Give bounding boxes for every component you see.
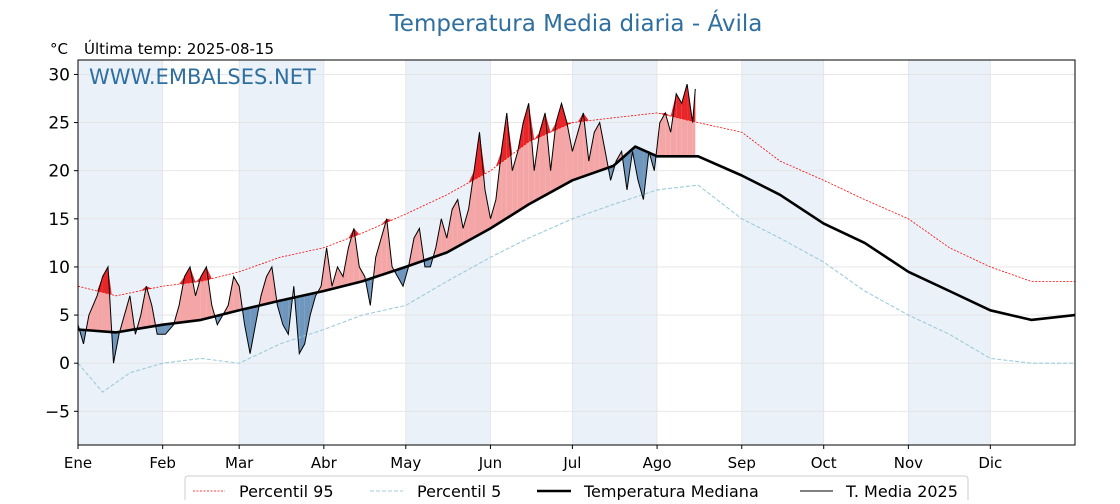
chart-title: Temperatura Media diaria - Ávila [389,9,763,37]
month-band-ene [78,60,163,445]
y-axis: 30 25 20 15 10 5 0 −5 [45,65,78,422]
fill-above-median [196,277,201,321]
watermark-text: WWW.EMBALSES.NET [89,65,316,89]
last-temp-label: Última temp: 2025-08-15 [84,39,274,58]
x-tick-label-oct: Oct [811,454,837,472]
x-tick-label-mar: Mar [225,454,254,472]
legend: Percentil 95 Percentil 5 Temperatura Med… [185,476,968,500]
month-bands [78,60,990,445]
x-tick-label-feb: Feb [149,454,176,472]
fill-above-percentil-95 [676,94,682,119]
y-tick-label-5: 5 [59,306,70,326]
legend-label-percentil-5: Percentil 5 [417,482,501,500]
y-tick-label-15: 15 [48,210,70,230]
fill-above-median [665,113,670,156]
fill-above-median [338,267,344,288]
fill-above-median [567,123,573,184]
legend-label-percentil-95: Percentil 95 [239,482,334,500]
x-tick-label-abr: Abr [311,454,338,472]
y-tick-label--5: −5 [45,402,70,422]
x-axis: Ene Feb Mar Abr May Jun Jul Ago Sep Oct Nov Dic [64,445,1002,472]
x-tick-label-jul: Jul [562,454,581,472]
fill-above-median [376,238,382,277]
month-band-mar [239,60,324,445]
y-tick-label-30: 30 [48,65,70,85]
unit-label: °C [50,40,68,58]
x-tick-label-may: May [390,454,421,472]
legend-label-t-media-2025: T. Media 2025 [845,482,958,500]
x-tick-label-ene: Ene [64,454,92,472]
month-band-sep [742,60,824,445]
legend-label-temperatura-mediana: Temperatura Mediana [583,482,759,500]
fill-above-median [660,113,666,156]
y-tick-label-0: 0 [59,354,70,374]
x-tick-label-ago: Ago [643,454,672,472]
fill-above-percentil-95 [523,103,529,146]
x-tick-label-sep: Sep [728,454,756,472]
y-tick-label-25: 25 [48,114,70,134]
month-band-nov [908,60,990,445]
y-tick-label-20: 20 [48,162,70,182]
y-tick-label-10: 10 [48,258,70,278]
x-tick-label-dic: Dic [978,454,1002,472]
x-tick-label-jun: Jun [478,454,502,472]
x-tick-label-nov: Nov [894,454,923,472]
